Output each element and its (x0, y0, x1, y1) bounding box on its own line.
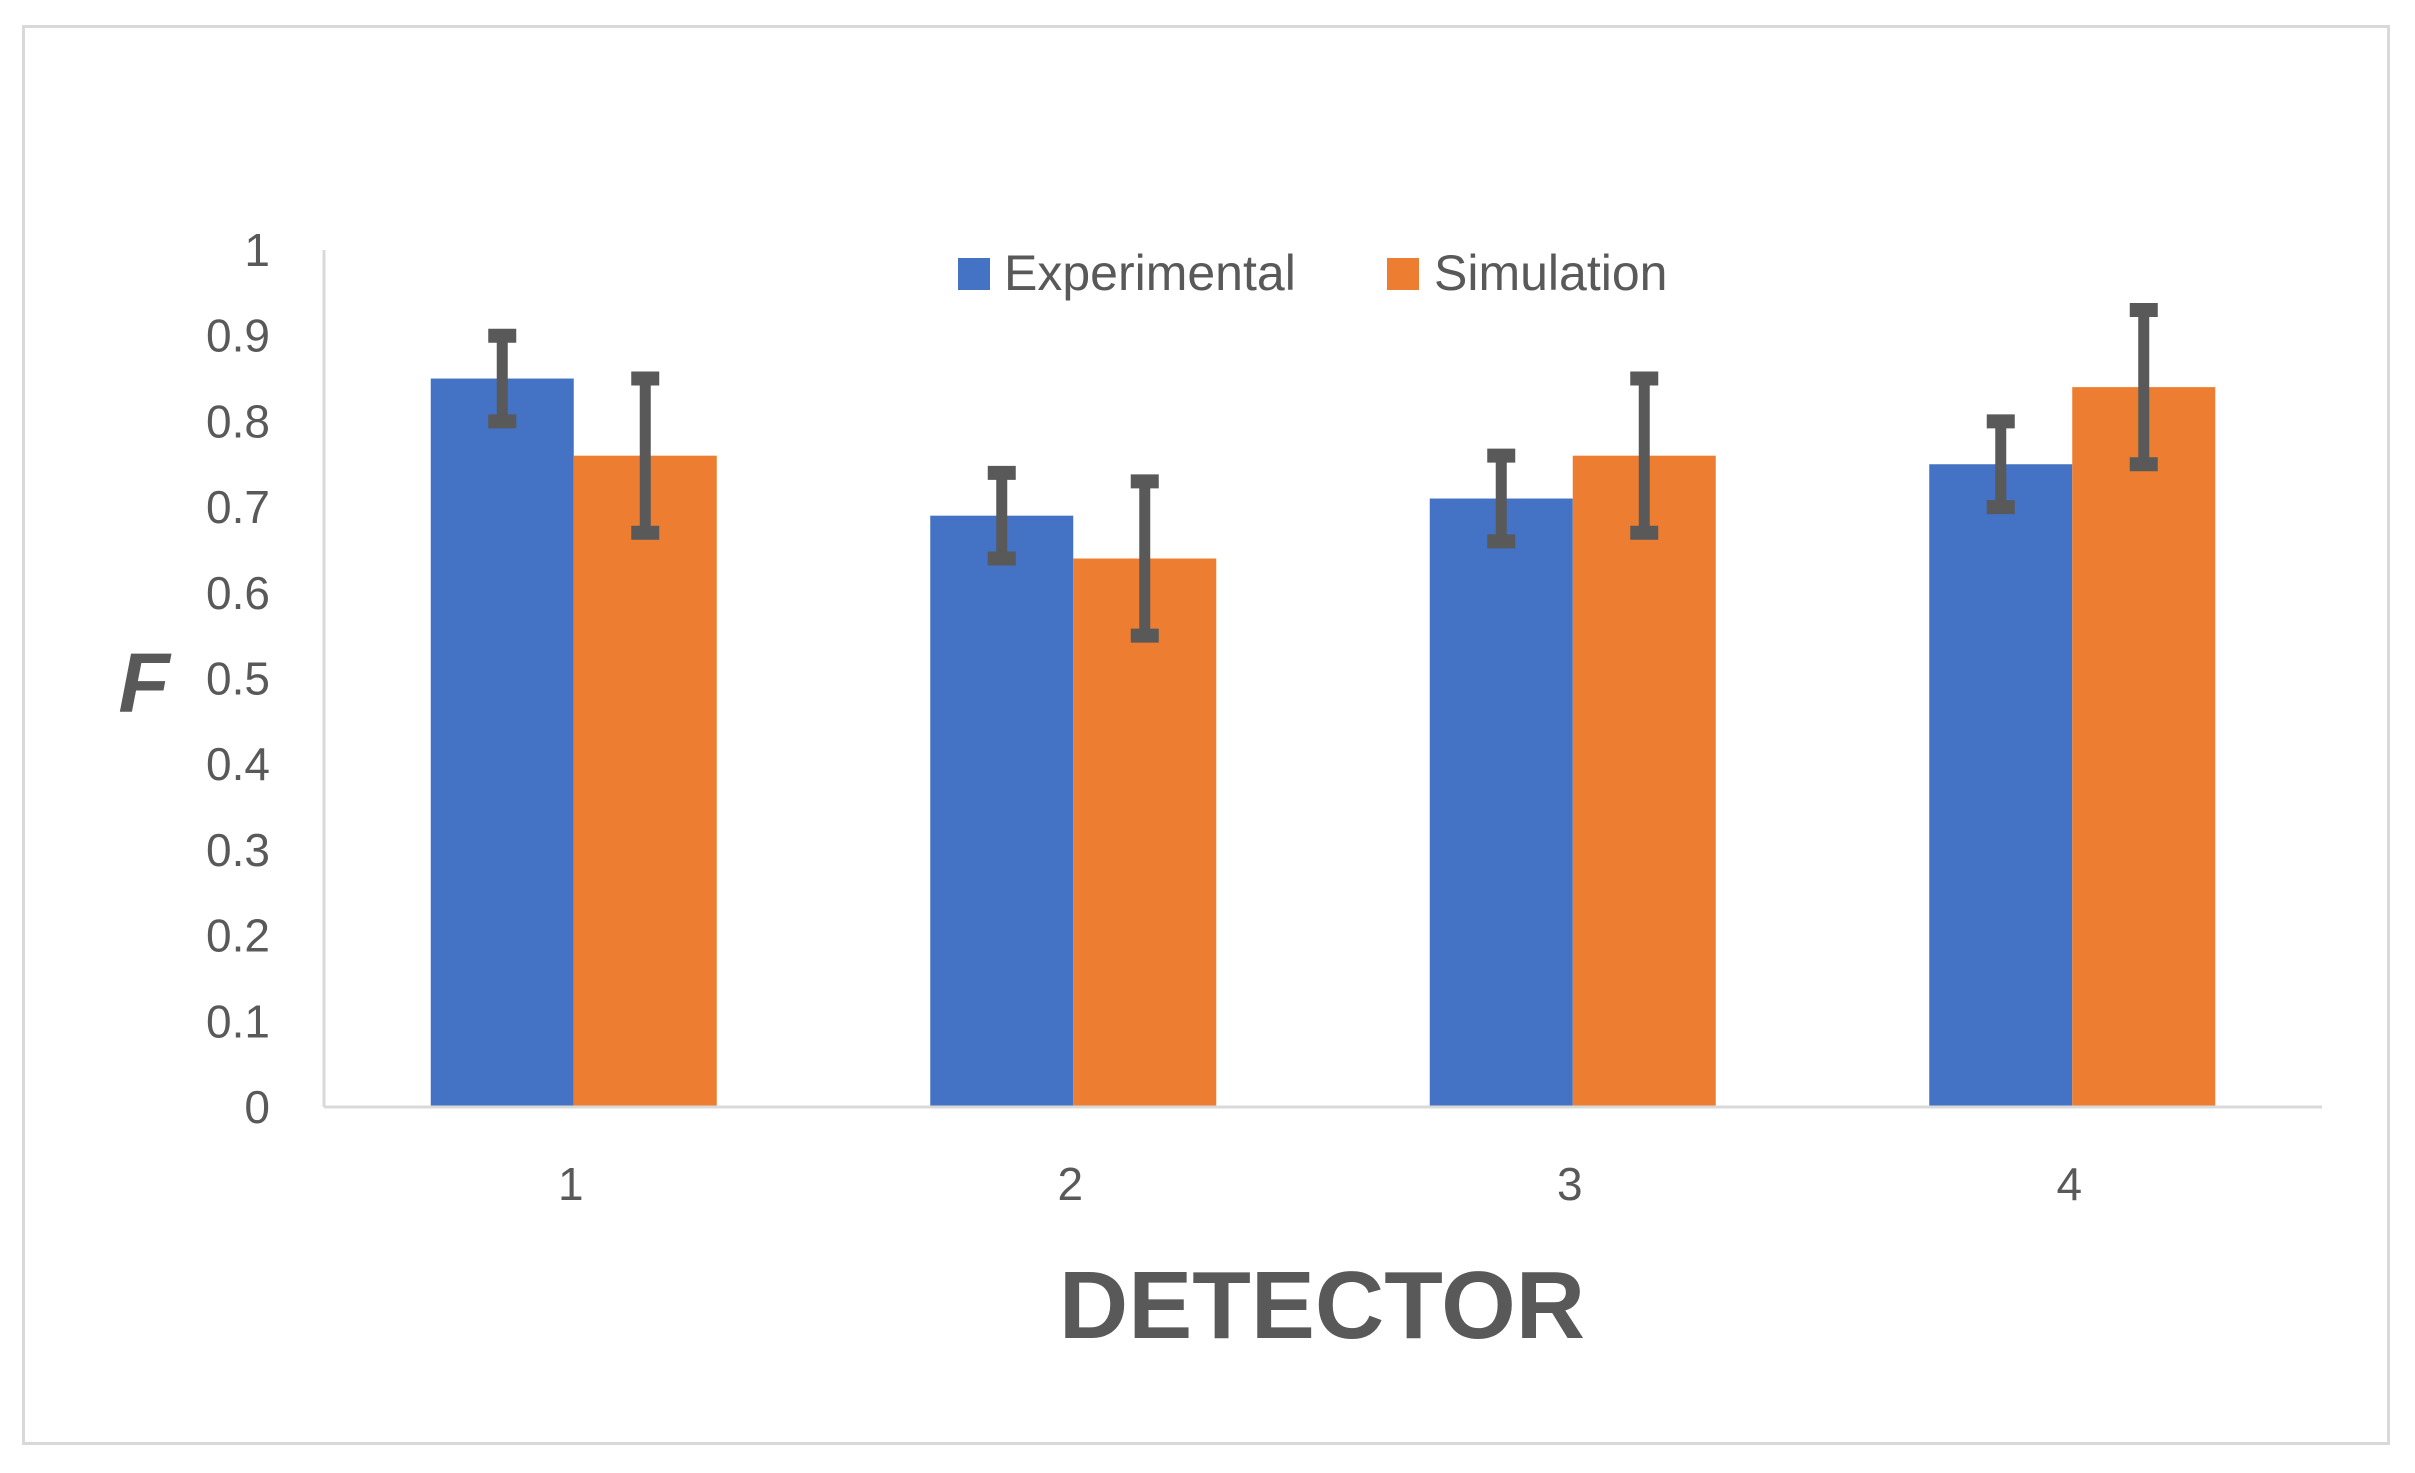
y-tick-label: 0.5 (206, 653, 270, 705)
bar-experimental-4 (1929, 464, 2073, 1107)
y-tick-label: 0.3 (206, 824, 270, 876)
y-axis-ticks: 0 0.1 0.2 0.3 0.4 0.5 0.6 0.7 0.8 0.9 1 (206, 224, 270, 1133)
x-axis-ticks: 1 2 3 4 (558, 1158, 2082, 1210)
y-tick-label: 1 (244, 224, 270, 276)
y-tick-label: 0 (244, 1081, 270, 1133)
bar-experimental-3 (1429, 498, 1573, 1107)
bar-simulation-4 (2072, 387, 2216, 1107)
bars (430, 378, 2216, 1107)
x-tick-label: 1 (558, 1158, 584, 1210)
x-tick-label: 3 (1557, 1158, 1583, 1210)
legend-label-experimental: Experimental (1004, 245, 1296, 301)
legend-swatch-simulation (1387, 258, 1419, 290)
legend-swatch-experimental (958, 258, 990, 290)
bar-experimental-1 (430, 378, 574, 1107)
x-tick-label: 2 (1057, 1158, 1083, 1210)
legend: Experimental Simulation (958, 245, 1667, 301)
y-tick-label: 0.4 (206, 738, 270, 790)
y-tick-label: 0.9 (206, 310, 270, 362)
x-tick-label: 4 (2056, 1158, 2082, 1210)
error-bars (488, 302, 2158, 643)
bar-simulation-1 (573, 455, 717, 1107)
bar-simulation-2 (1073, 558, 1217, 1107)
bar-experimental-2 (930, 515, 1074, 1107)
y-tick-label: 0.8 (206, 395, 270, 447)
bar-simulation-3 (1572, 455, 1716, 1107)
legend-label-simulation: Simulation (1434, 245, 1667, 301)
y-axis-title: F (118, 636, 172, 730)
x-axis-title: DETECTOR (1059, 1252, 1585, 1359)
y-tick-label: 0.2 (206, 910, 270, 962)
y-tick-label: 0.1 (206, 995, 270, 1047)
y-tick-label: 0.7 (206, 481, 270, 533)
y-tick-label: 0.6 (206, 567, 270, 619)
